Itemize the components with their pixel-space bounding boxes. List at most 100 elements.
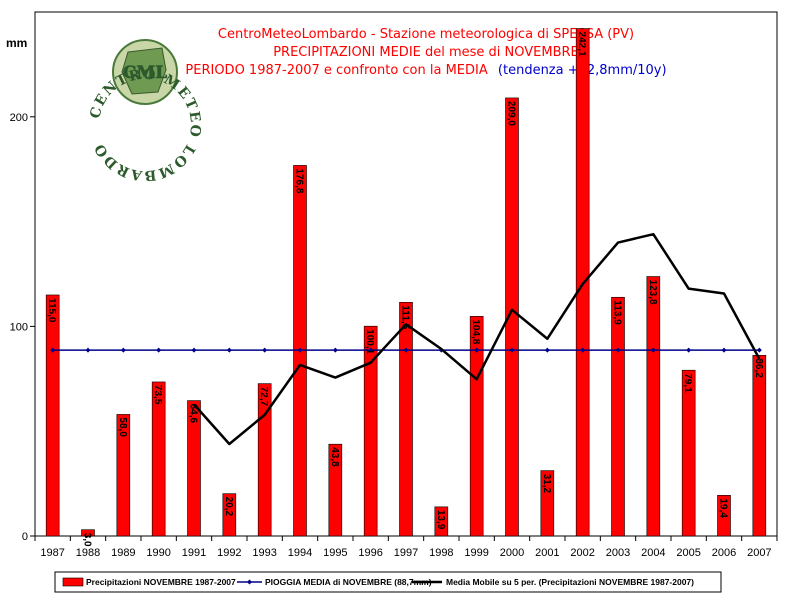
average-marker: [85, 347, 91, 353]
average-marker: [368, 347, 374, 353]
x-tick-label: 1994: [288, 547, 312, 559]
data-label: 3,0: [82, 533, 93, 547]
data-label: 73,5: [152, 385, 163, 405]
bar: [681, 369, 696, 537]
bar: [151, 381, 166, 537]
logo-center-text: CML: [123, 63, 167, 83]
bar: [187, 400, 201, 537]
bar: [81, 529, 95, 537]
average-marker: [403, 347, 409, 353]
chart-title-period: PERIODO 1987-2007 e confronto con la MED…: [185, 63, 487, 78]
legend-average-marker: [247, 579, 252, 585]
legend-label-moving: Media Mobile su 5 per. (Precipitazioni N…: [446, 577, 694, 587]
x-tick-label: 2006: [712, 547, 736, 559]
average-marker: [50, 347, 56, 353]
bar: [611, 296, 625, 537]
average-marker: [721, 347, 727, 353]
average-marker: [544, 347, 550, 353]
average-marker: [509, 347, 515, 353]
legend: Precipitazioni NOVEMBRE 1987-2007 PIOGGI…: [54, 571, 722, 593]
data-labels: 115,0 3,0 58,0 73,5 64,6 20,2 72,7 176,8 43,8 100…: [46, 32, 764, 547]
bar: [752, 355, 767, 537]
average-marker: [686, 347, 692, 353]
x-tick-label: 2002: [570, 547, 594, 559]
x-tick-label: 1991: [182, 547, 206, 559]
data-label: 43,8: [329, 447, 340, 467]
lines: [50, 232, 762, 446]
x-ticks: 1987 1988 1989 1990 1991 1992 1993 1994 1995 1996…: [34, 536, 778, 559]
x-tick-label: 1992: [217, 547, 241, 559]
bar: [45, 294, 60, 537]
legend-box: [54, 571, 722, 593]
data-label: 58,0: [117, 417, 128, 437]
x-tick-label: 1998: [429, 547, 453, 559]
data-label: 13,9: [435, 510, 446, 530]
data-label: 123,8: [647, 280, 658, 305]
x-tick-label: 2005: [676, 547, 700, 559]
average-marker: [156, 347, 162, 353]
x-tick-label: 1995: [323, 547, 347, 559]
average-marker: [332, 347, 338, 353]
average-marker: [191, 347, 197, 353]
legend-swatch-bar: [62, 577, 84, 587]
bar: [222, 493, 237, 537]
average-marker: [756, 347, 762, 353]
bar: [328, 443, 343, 537]
x-tick-label: 1990: [146, 547, 170, 559]
data-label: 209,0: [506, 101, 517, 126]
x-tick-label: 2000: [500, 547, 524, 559]
moving-average-line: [193, 232, 761, 446]
x-tick-label: 1989: [111, 547, 135, 559]
bar: [363, 325, 378, 537]
chart-title-line3: PERIODO 1987-2007 e confronto con la MED…: [185, 63, 666, 78]
data-label: 115,0: [46, 298, 57, 323]
average-marker: [650, 347, 656, 353]
data-label: 79,1: [682, 373, 693, 393]
x-tick-label: 2003: [606, 547, 630, 559]
data-label: 86,2: [753, 358, 764, 378]
y-tick-label: 100: [10, 321, 28, 333]
x-tick-label: 1988: [76, 547, 100, 559]
y-axis-label: mm: [6, 36, 27, 50]
x-tick-label: 2001: [535, 547, 559, 559]
bar: [505, 97, 519, 537]
y-tick-label: 200: [10, 112, 28, 124]
y-ticks: 0 100 200: [10, 112, 35, 543]
average-marker: [615, 347, 621, 353]
bar: [116, 414, 131, 537]
data-label: 176,8: [294, 168, 305, 193]
data-label: 242,1: [576, 32, 587, 57]
data-label: 113,9: [612, 300, 623, 325]
average-marker: [474, 347, 480, 353]
bar: [257, 383, 272, 537]
average-marker: [120, 347, 126, 353]
data-label: 111,5: [400, 305, 411, 329]
bar: [540, 470, 555, 537]
data-label: 19,4: [718, 498, 729, 518]
x-tick-label: 1993: [252, 547, 276, 559]
average-marker: [262, 347, 268, 353]
legend-label-bar: Precipitazioni NOVEMBRE 1987-2007: [86, 577, 236, 587]
y-tick-label: 0: [22, 531, 28, 543]
data-label: 104,8: [470, 319, 481, 344]
x-tick-label: 1996: [358, 547, 382, 559]
x-tick-label: 1987: [40, 547, 64, 559]
x-tick-label: 2007: [747, 547, 771, 559]
bar: [717, 495, 731, 537]
data-label: 20,2: [223, 497, 234, 517]
data-label: 64,6: [188, 404, 199, 424]
chart-title-line2: PRECIPITAZIONI MEDIE del mese di NOVEMBR…: [273, 45, 579, 60]
data-label: 72,7: [258, 387, 269, 407]
chart-title-line1: CentroMeteoLombardo - Stazione meteorolo…: [218, 27, 634, 42]
legend-label-average: PIOGGIA MEDIA di NOVEMBRE (88,7mm): [265, 577, 432, 587]
data-label: 100,1: [364, 329, 375, 354]
bar: [646, 276, 661, 537]
bar: [434, 506, 449, 537]
bar: [399, 301, 413, 537]
x-tick-label: 2004: [641, 547, 665, 559]
x-tick-label: 1999: [464, 547, 488, 559]
average-marker: [580, 347, 586, 353]
data-label: 31,2: [541, 474, 552, 494]
average-marker: [226, 347, 232, 353]
